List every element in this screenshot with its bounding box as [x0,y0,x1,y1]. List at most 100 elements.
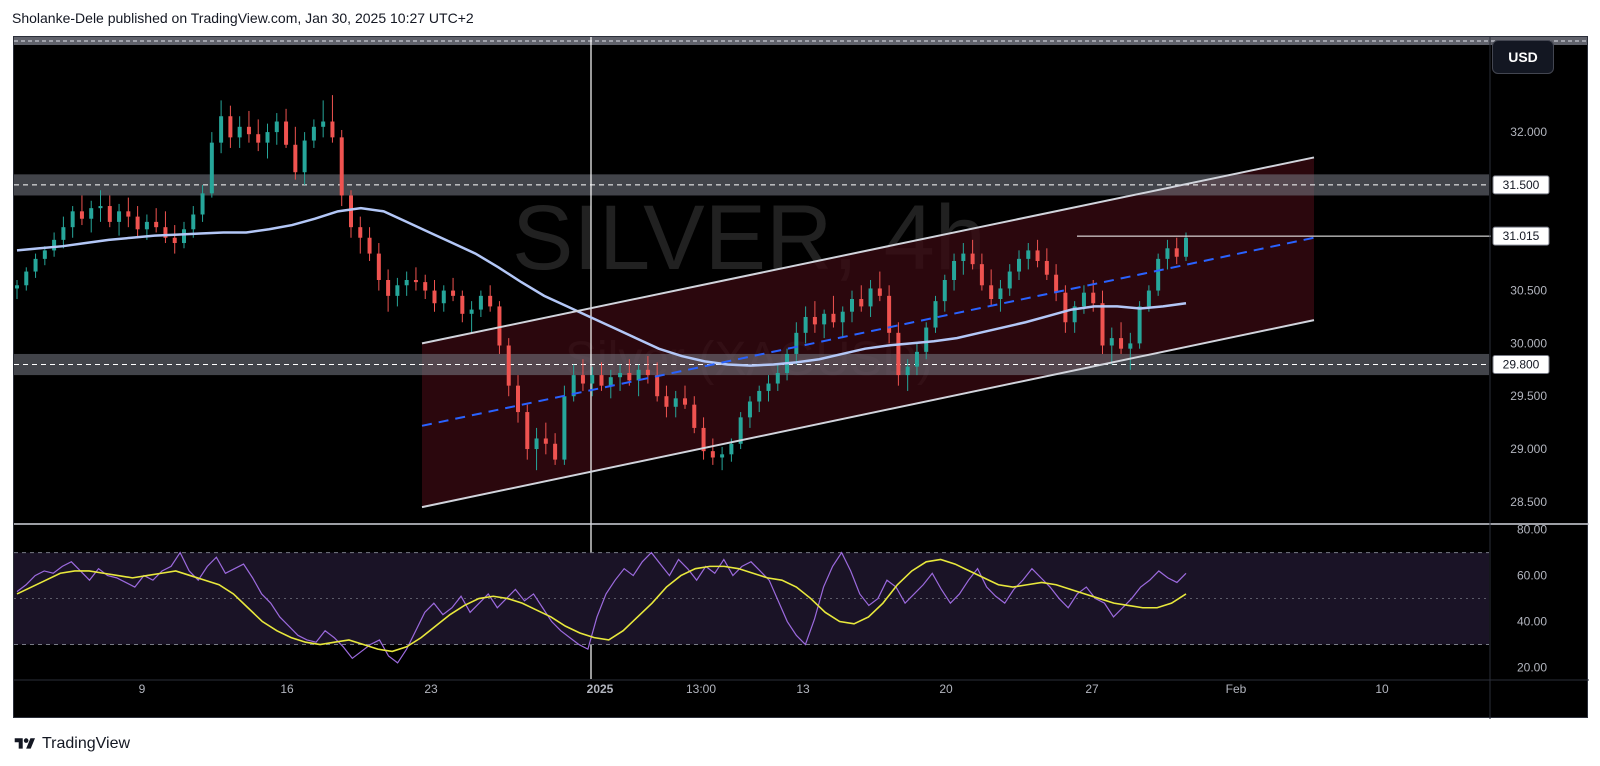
candle-body [52,239,57,251]
candle-body [469,309,474,314]
candle-body [1081,292,1086,307]
candle-body [850,299,854,312]
candle [1026,243,1031,270]
tradingview-logo-icon[interactable] [12,736,38,752]
candle-body [1119,338,1124,349]
candle [868,280,873,317]
candle-body [692,404,697,428]
rsi-tick-label: 40.00 [1517,615,1547,629]
candle [942,274,947,312]
candle [757,385,762,413]
candle [237,116,242,148]
candle [534,427,539,471]
candle-body [618,372,623,378]
candle-body [284,121,289,145]
candle-body [24,271,29,286]
candle-body [478,295,483,310]
candle [107,195,112,228]
candle-body [61,227,66,240]
candle [952,253,957,291]
candle-body [302,140,307,173]
candle-body [673,398,678,407]
rsi-tick-label: 20.00 [1517,661,1547,675]
candle-body [590,375,595,384]
candle [219,100,224,154]
candle-body [441,290,446,304]
candle [747,396,752,428]
candle [979,253,984,291]
candle [284,108,289,148]
candle-body [933,301,938,328]
currency-button[interactable]: USD [1492,40,1554,74]
candle-body [868,288,873,307]
candle [1109,327,1114,365]
candle-body [311,126,316,141]
candle [1072,301,1077,333]
candle-body [831,313,836,323]
price-tag-box [1492,355,1550,375]
candle [395,277,400,307]
candle [571,364,576,402]
candle [580,359,585,391]
candle [1007,264,1012,296]
candle-body [896,332,901,376]
time-tick-label: 20 [939,682,953,696]
chart-frame[interactable]: SILVER, 4hSilver (XAGUSD)32.00031.50030.… [13,36,1589,719]
chart-canvas[interactable]: SILVER, 4hSilver (XAGUSD)32.00031.50030.… [14,37,1589,719]
rsi-tick-label: 60.00 [1517,569,1547,583]
candle-body [859,299,864,307]
candle [228,105,233,148]
candle [423,274,428,300]
candle-body [274,121,279,133]
candle [256,119,261,152]
footer-brand[interactable]: TradingView [42,735,131,752]
candle-body [293,144,298,173]
price-tag-label: 31.015 [1503,229,1540,243]
candle-body [1100,303,1105,346]
candle-body [321,121,326,127]
candle [1054,264,1059,302]
candle [738,412,743,450]
candle-body [89,208,94,219]
candle-body [543,438,548,444]
candle-body [757,390,762,402]
candle [70,206,75,238]
candle [618,364,623,391]
candle-body [246,126,251,135]
candle-body [877,288,882,296]
candle [664,385,669,418]
candle [877,271,882,302]
candle [812,301,817,333]
candle [673,390,678,418]
candle-body [562,396,567,460]
candle-body [200,193,205,215]
candle [989,269,994,307]
candle [265,123,270,159]
candle-body [1156,258,1161,291]
candle [311,119,316,148]
candle-body [1128,343,1133,349]
candle [1063,285,1068,333]
candle [451,277,456,302]
price-tick-label: 28.500 [1510,495,1547,509]
candle [404,271,409,296]
candle [710,438,715,465]
candle [1128,332,1133,370]
candle [163,211,168,244]
candle [525,404,530,460]
candle [775,364,780,391]
candle-body [117,211,122,222]
candle-body [961,253,966,261]
candle-body [367,237,372,254]
candle-body [488,295,493,307]
price-tick-label: 29.000 [1510,442,1547,456]
candle-body [803,316,808,333]
candle-body [256,134,261,143]
candle [349,190,353,238]
candle-body [627,372,632,381]
candle [33,253,38,278]
candle-body [1007,271,1012,289]
candle [692,396,697,434]
candle-body [1054,274,1059,293]
candle [135,206,140,238]
